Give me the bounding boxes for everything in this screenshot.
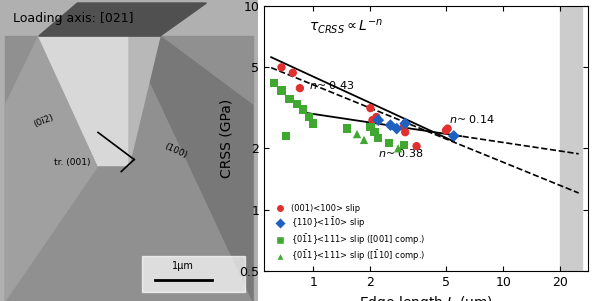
{0$\bar{1}$1}<111> slip ([001] comp.): [342, 126, 352, 131]
Text: (0ĭ2): (0ĭ2): [32, 112, 55, 129]
Text: (100): (100): [163, 141, 188, 160]
{0$\bar{1}$1}<111> slip ([$\bar{1}$10] comp.): [394, 146, 403, 151]
Polygon shape: [5, 36, 129, 301]
(001)<100> slip: [443, 126, 452, 131]
Text: Loading axis: [021]: Loading axis: [021]: [13, 12, 133, 25]
Text: $n$~ 0.43: $n$~ 0.43: [309, 79, 355, 91]
(001)<100> slip: [365, 106, 375, 110]
Text: tr. (001): tr. (001): [54, 158, 91, 167]
Legend: (001)<100> slip, {110}<1$\bar{1}$0> slip, {0$\bar{1}$1}<111> slip ([001] comp.),: (001)<100> slip, {110}<1$\bar{1}$0> slip…: [268, 200, 428, 267]
{0$\bar{1}$1}<111> slip ([001] comp.): [269, 80, 278, 85]
Polygon shape: [129, 36, 253, 301]
{0$\bar{1}$1}<111> slip ([001] comp.): [304, 115, 314, 119]
Text: 1μm: 1μm: [172, 261, 194, 271]
{0$\bar{1}$1}<111> slip ([$\bar{1}$10] comp.): [352, 132, 362, 136]
Text: $n$~ 0.38: $n$~ 0.38: [378, 147, 424, 159]
(001)<100> slip: [368, 118, 377, 123]
(001)<100> slip: [400, 130, 410, 135]
Text: $\tau_{CRSS} \propto L^{-n}$: $\tau_{CRSS} \propto L^{-n}$: [309, 18, 383, 36]
{0$\bar{1}$1}<111> slip ([$\bar{1}$10] comp.): [359, 138, 369, 142]
(001)<100> slip: [371, 115, 381, 119]
(001)<100> slip: [412, 144, 421, 149]
{0$\bar{1}$1}<111> slip ([001] comp.): [365, 124, 375, 129]
{110}<1$\bar{1}$0> slip: [386, 123, 395, 128]
{110}<1$\bar{1}$0> slip: [392, 126, 401, 131]
{110}<1$\bar{1}$0> slip: [449, 134, 458, 138]
{0$\bar{1}$1}<111> slip ([001] comp.): [292, 102, 302, 107]
{0$\bar{1}$1}<111> slip ([001] comp.): [281, 134, 291, 138]
{0$\bar{1}$1}<111> slip ([001] comp.): [384, 141, 394, 146]
(001)<100> slip: [441, 128, 451, 133]
Bar: [560, 6, 582, 271]
Polygon shape: [129, 36, 160, 166]
Bar: [5, 36, 253, 301]
{0$\bar{1}$1}<111> slip ([001] comp.): [277, 88, 286, 93]
{0$\bar{1}$1}<111> slip ([001] comp.): [298, 107, 308, 112]
{0$\bar{1}$1}<111> slip ([001] comp.): [370, 130, 379, 135]
(001)<100> slip: [277, 65, 286, 70]
Bar: [142, 256, 245, 292]
Polygon shape: [38, 36, 129, 166]
Y-axis label: CRSS (GPa): CRSS (GPa): [220, 99, 233, 178]
X-axis label: Edge length $L$ (μm): Edge length $L$ (μm): [359, 294, 493, 301]
Polygon shape: [38, 3, 206, 36]
(001)<100> slip: [295, 86, 305, 91]
(001)<100> slip: [288, 70, 298, 75]
{0$\bar{1}$1}<111> slip ([001] comp.): [285, 96, 295, 101]
{110}<1$\bar{1}$0> slip: [400, 121, 410, 126]
{0$\bar{1}$1}<111> slip ([001] comp.): [399, 142, 409, 147]
{0$\bar{1}$1}<111> slip ([001] comp.): [373, 135, 383, 140]
(001)<100> slip: [399, 124, 409, 129]
{0$\bar{1}$1}<111> slip ([001] comp.): [308, 121, 318, 126]
Text: $n$~ 0.14: $n$~ 0.14: [449, 113, 495, 126]
{110}<1$\bar{1}$0> slip: [373, 118, 383, 123]
